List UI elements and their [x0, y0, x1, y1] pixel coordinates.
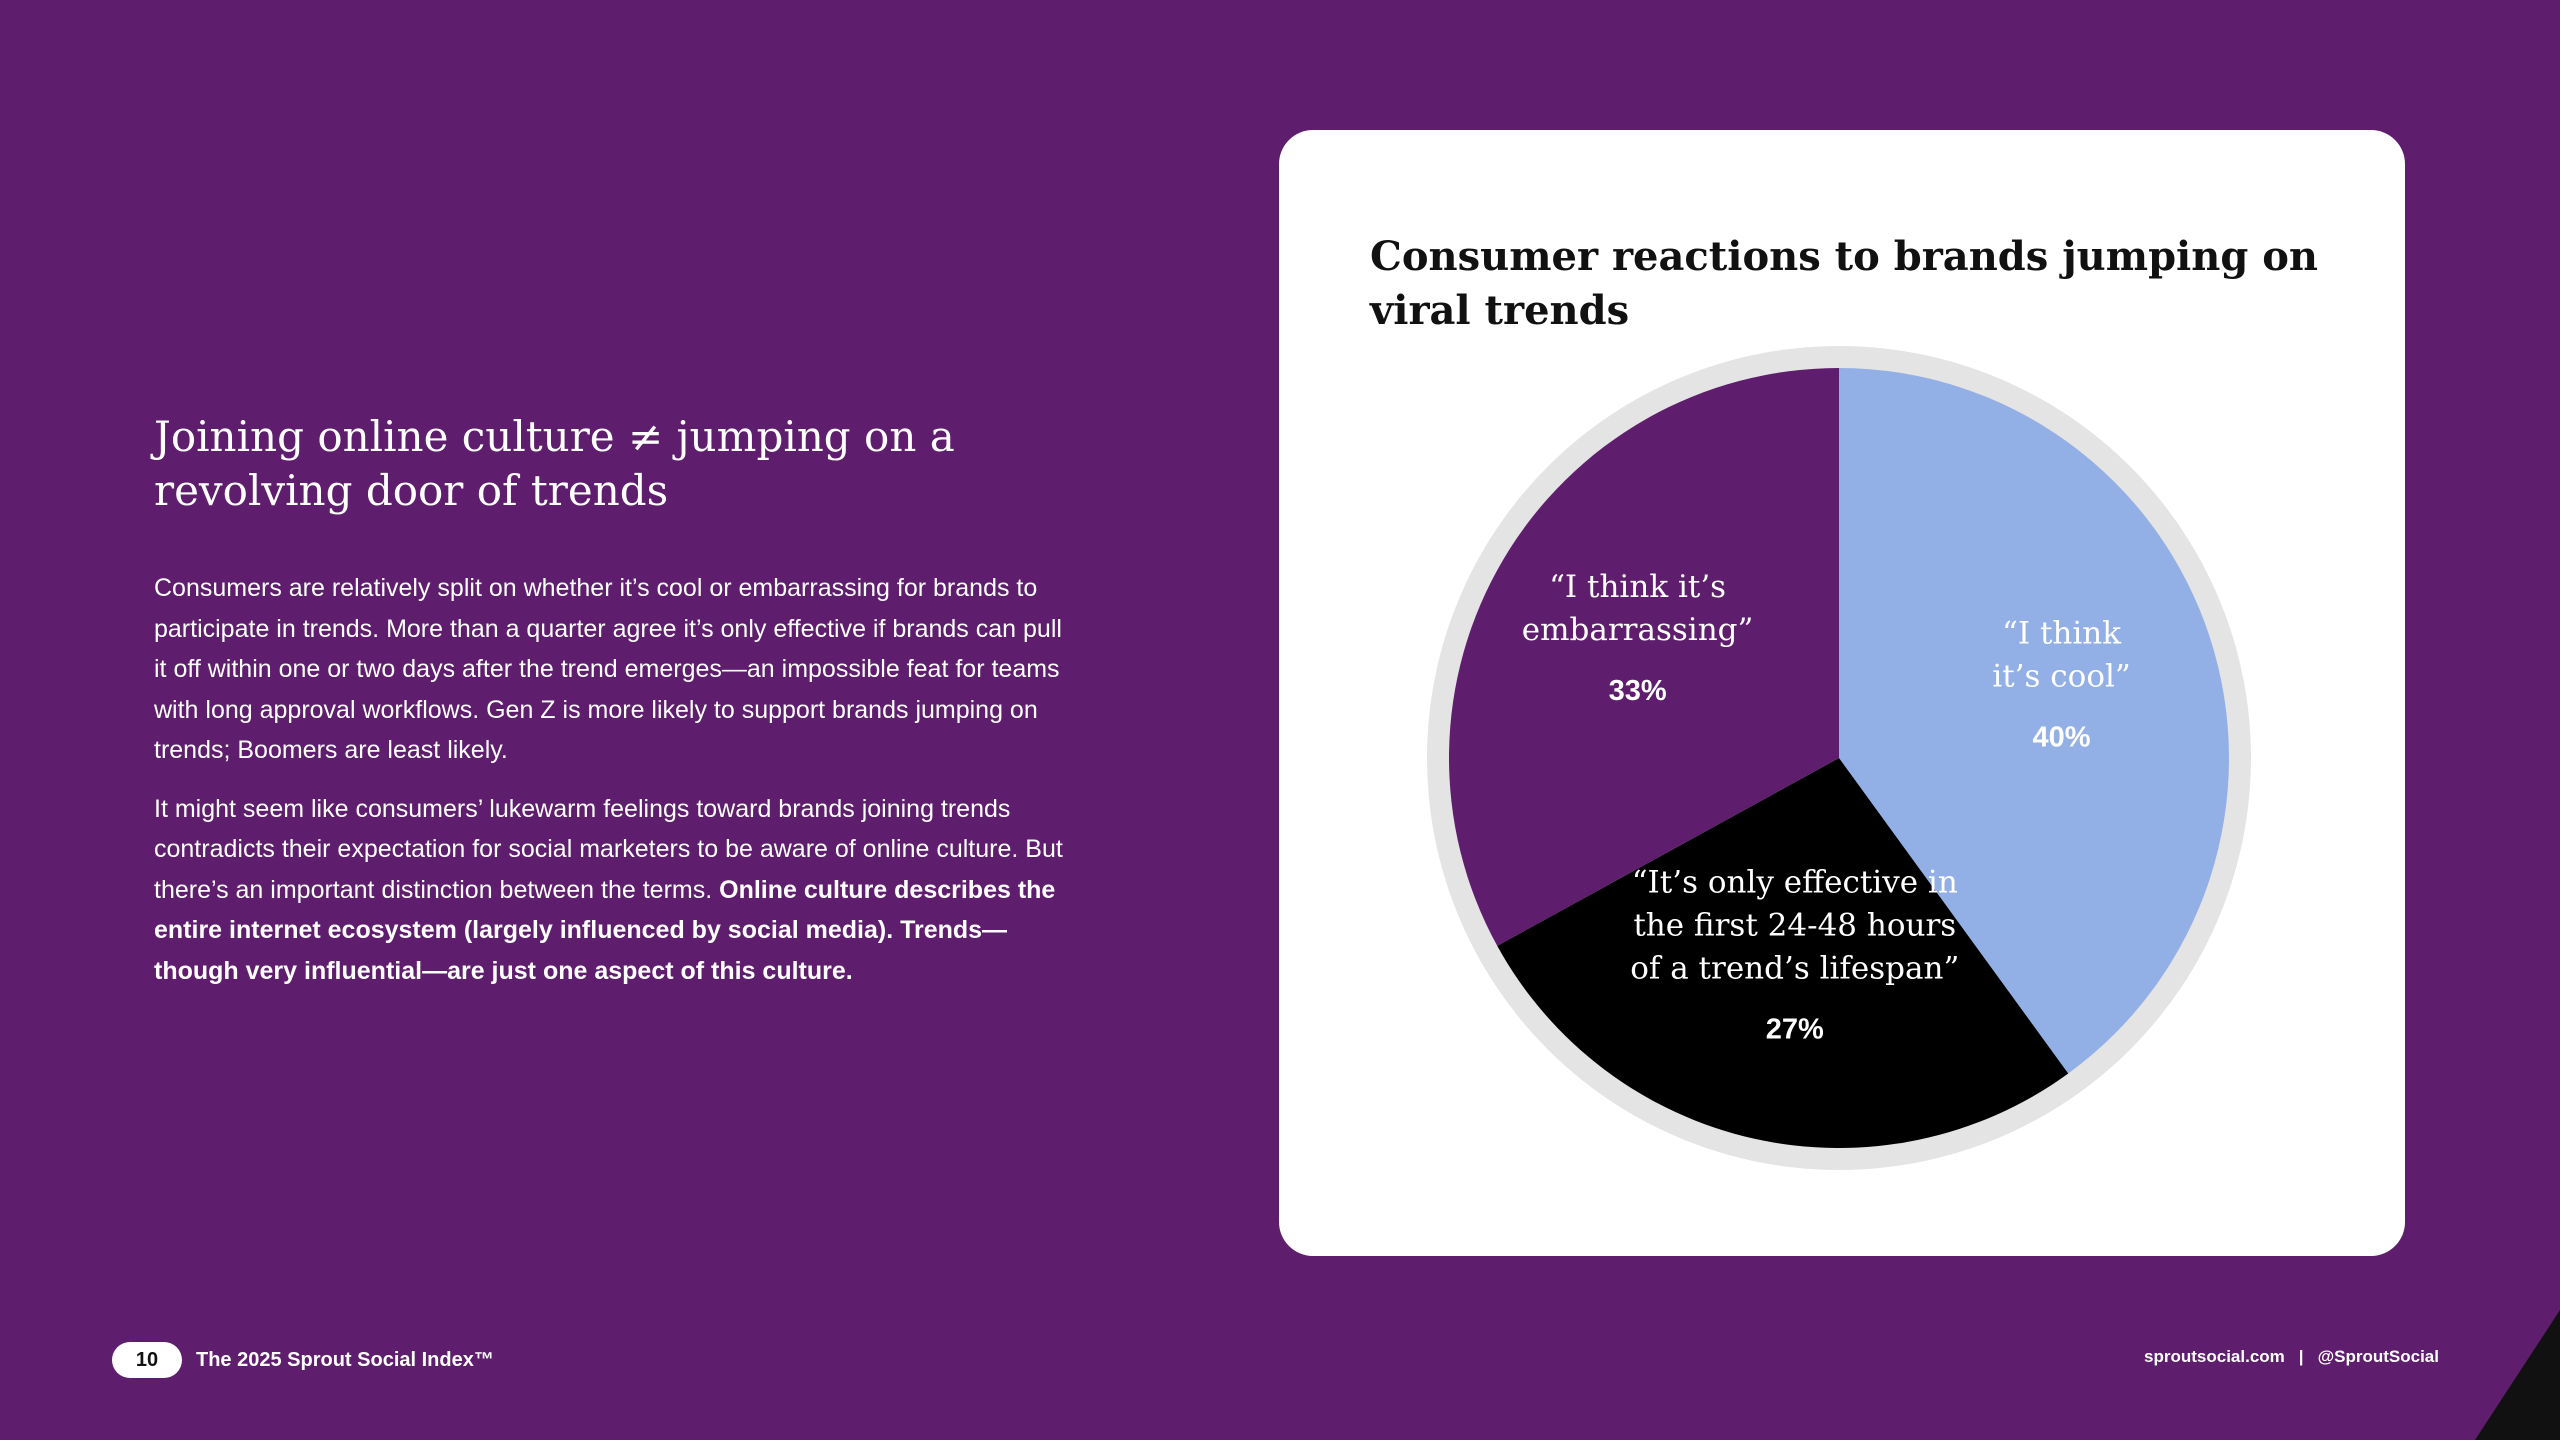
- pie-slices: [1449, 368, 2229, 1148]
- report-name: The 2025 Sprout Social Index™: [196, 1348, 494, 1371]
- body-paragraph-2: It might seem like consumers’ lukewarm f…: [154, 789, 1074, 992]
- slice-label-effective: the first 24-48 hours: [1633, 907, 1956, 943]
- body-paragraph-2-regular: It might seem like consumers’ lukewarm f…: [154, 794, 1063, 904]
- slice-label-effective: “It’s only effective in: [1632, 864, 1958, 900]
- pie-chart: “I think it’s cool” 40% “It’s only effectiv…: [1427, 346, 2251, 1170]
- slice-label-embarrassing: embarrassing”: [1522, 612, 1754, 648]
- pie-slice-embarrassing: [1449, 368, 1839, 946]
- slice-value-effective: 27%: [1766, 1013, 1824, 1045]
- social-handle[interactable]: @SproutSocial: [2317, 1347, 2439, 1366]
- website-link[interactable]: sproutsocial.com: [2144, 1347, 2285, 1366]
- section-heading: Joining online culture ≠ jumping on a re…: [154, 412, 955, 515]
- slice-value-cool: 40%: [2033, 722, 2091, 754]
- text-column: Joining online culture ≠ jumping on a re…: [154, 410, 1074, 1009]
- page-number: 10: [112, 1342, 182, 1378]
- slice-label-effective: of a trend’s lifespan”: [1630, 950, 1959, 986]
- chart-title: Consumer reactions to brands jumping on …: [1370, 233, 2318, 334]
- footer-left: 10 The 2025 Sprout Social Index™: [112, 1342, 494, 1378]
- slice-label-embarrassing: “I think it’s: [1549, 569, 1726, 605]
- pie-slice-cool: [1839, 368, 2229, 1074]
- corner-decoration: [2475, 1310, 2560, 1440]
- slice-label-cool: “I think: [2002, 616, 2121, 652]
- body-paragraph-2-bold: Online culture describes the entire inte…: [154, 875, 1056, 985]
- footer-separator: |: [2298, 1347, 2304, 1366]
- pie-slice-effective: [1497, 758, 2069, 1148]
- chart-card: Consumer reactions to brands jumping on …: [1279, 130, 2405, 1256]
- footer-right: sproutsocial.com | @SproutSocial: [2144, 1347, 2439, 1367]
- pie-labels: “I think it’s cool” 40% “It’s only effectiv…: [1522, 569, 2131, 1046]
- slice-label-cool: it’s cool”: [1992, 659, 2130, 695]
- body-paragraph-1: Consumers are relatively split on whethe…: [154, 574, 1062, 764]
- slice-value-embarrassing: 33%: [1609, 675, 1667, 707]
